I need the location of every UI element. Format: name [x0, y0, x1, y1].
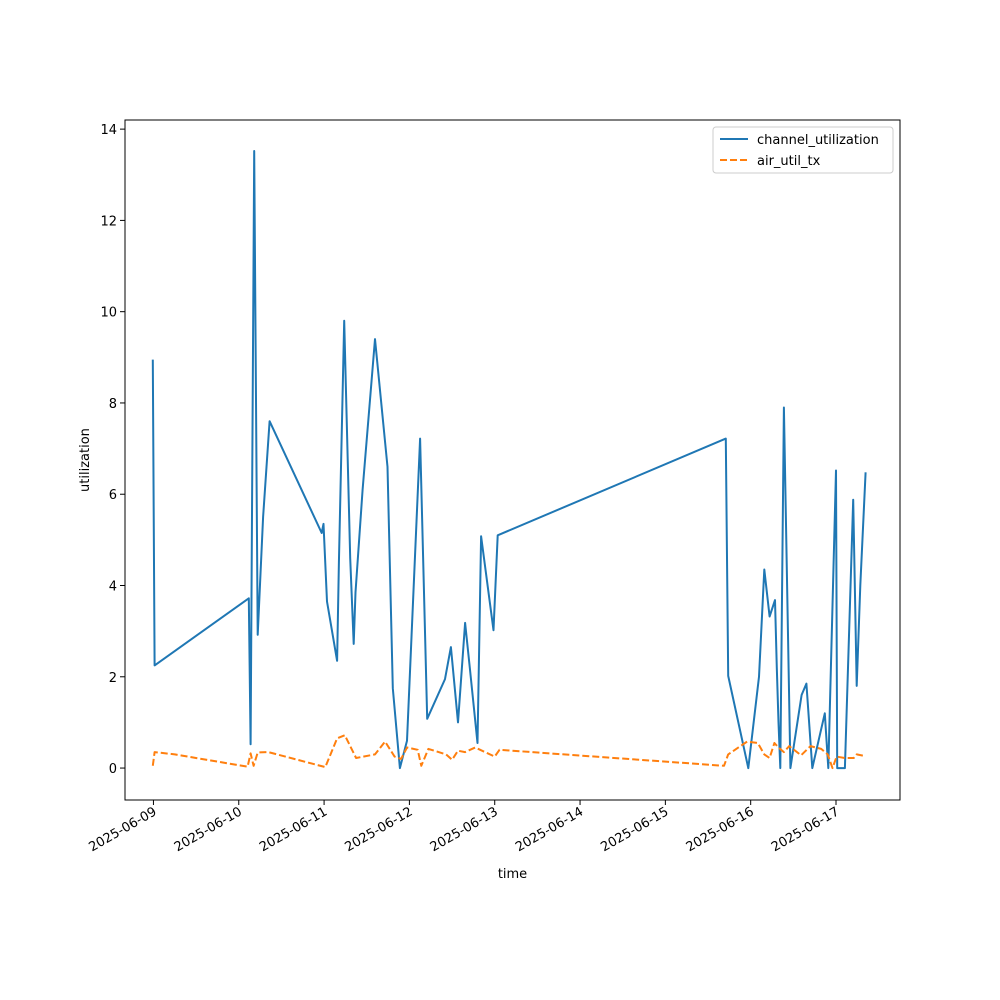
- y-tick-label: 6: [109, 488, 117, 503]
- y-tick-label: 12: [100, 214, 117, 229]
- y-tick-label: 0: [109, 762, 117, 777]
- series-line-channel-utilization: [151, 150, 867, 770]
- y-axis-label: utilization: [78, 428, 93, 492]
- y-tick-label: 14: [100, 123, 117, 138]
- plot-frame: [124, 119, 901, 801]
- series-layer: [151, 150, 867, 770]
- x-axis-label: time: [498, 867, 527, 882]
- y-tick-label: 10: [100, 306, 117, 321]
- y-tick-label: 2: [109, 671, 117, 686]
- legend-label-air-util-tx: air_util_tx: [757, 154, 821, 169]
- plot-area: [124, 119, 901, 801]
- legend-box: [712, 126, 894, 174]
- series-line-air-util-tx: [151, 734, 866, 770]
- y-axis: 0 2 4 6 8 10 12 14: [100, 123, 125, 777]
- legend-label-channel-utilization: channel_utilization: [757, 133, 879, 148]
- y-tick-label: 4: [109, 580, 117, 595]
- y-tick-label: 8: [109, 397, 117, 412]
- legend: channel_utilization air_util_tx: [712, 126, 894, 174]
